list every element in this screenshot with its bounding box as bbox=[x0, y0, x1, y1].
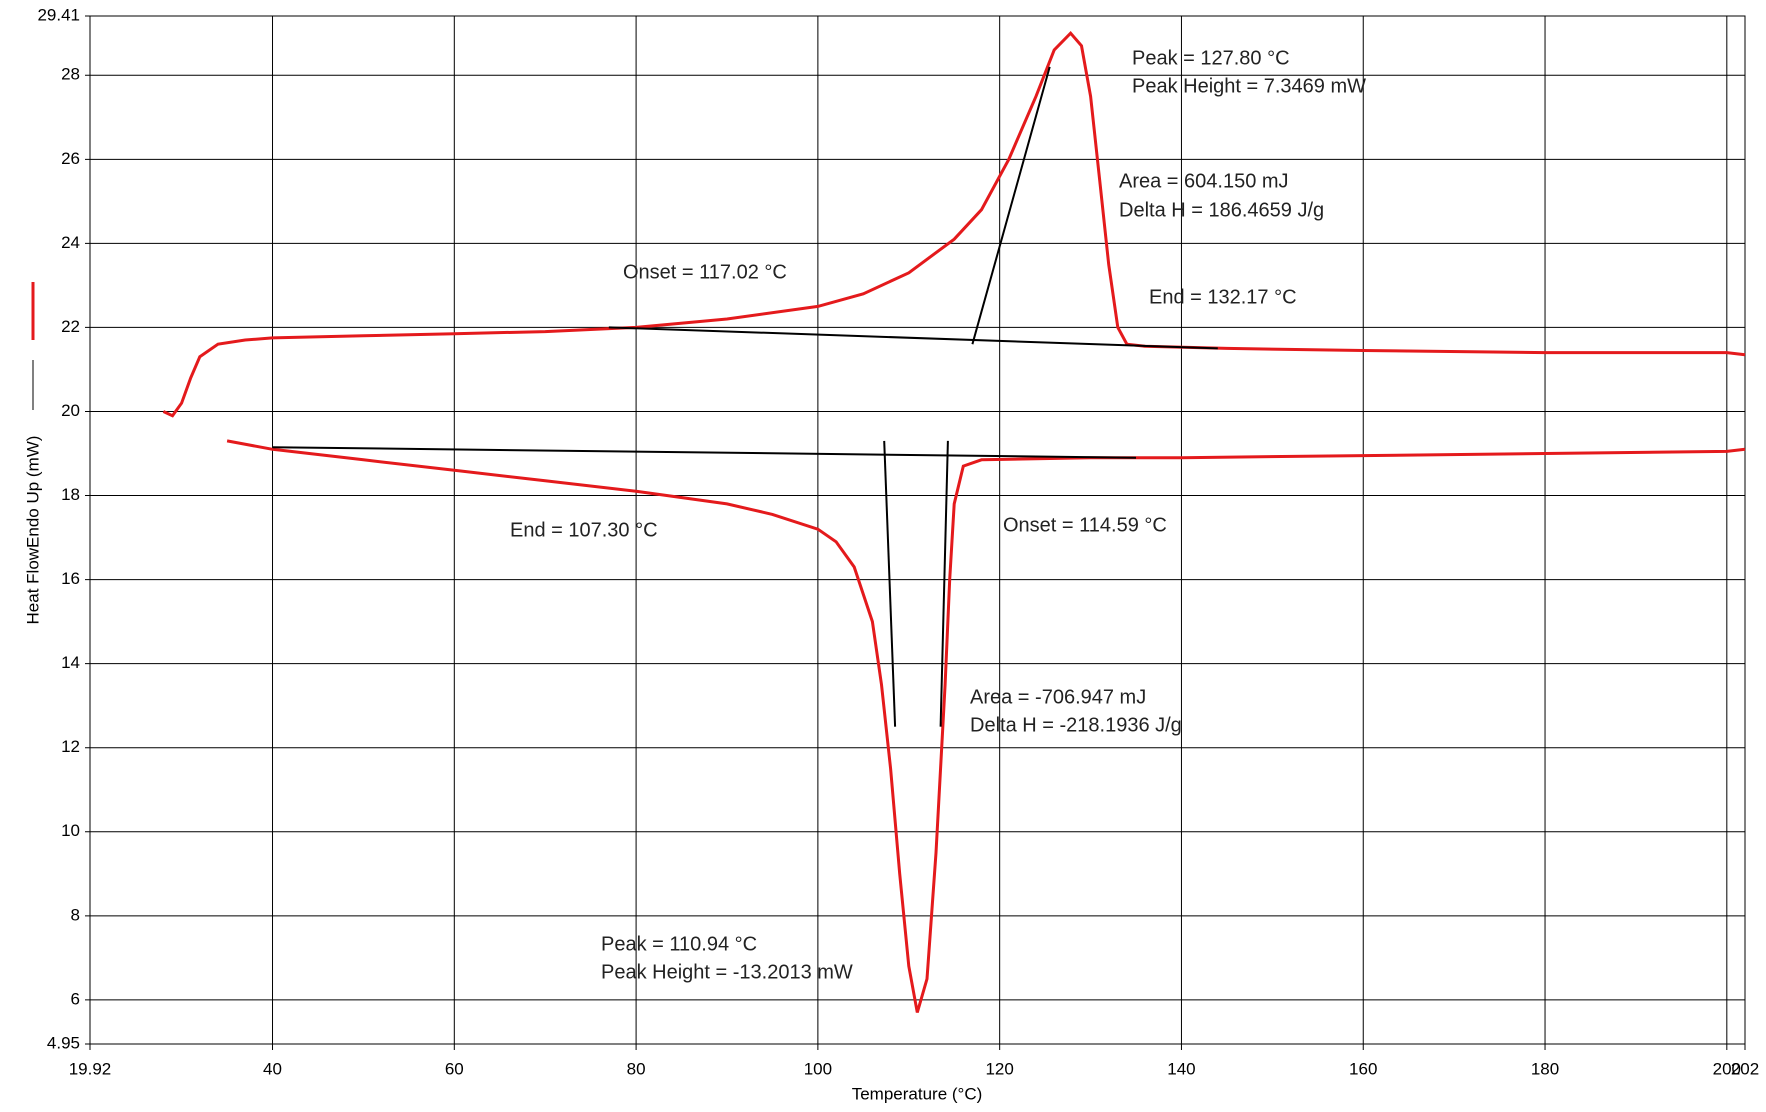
annotation: Delta H = -218.1936 J/g bbox=[970, 714, 1182, 736]
x-tick-label: 19.92 bbox=[69, 1059, 112, 1078]
annotation: End = 107.30 °C bbox=[510, 519, 658, 541]
y-tick-label: 10 bbox=[61, 821, 80, 840]
series-line bbox=[883, 440, 897, 727]
x-tick-label: 100 bbox=[804, 1059, 832, 1078]
annotation: Onset = 114.59 °C bbox=[1003, 514, 1167, 536]
series-line bbox=[608, 326, 1218, 350]
annotation: End = 132.17 °C bbox=[1149, 286, 1297, 308]
y-tick-label: 6 bbox=[71, 989, 80, 1008]
annotation: Delta H = 186.4659 J/g bbox=[1119, 199, 1324, 221]
annotation: Area = 604.150 mJ bbox=[1119, 170, 1289, 192]
x-tick-label: 180 bbox=[1531, 1059, 1559, 1078]
series-line bbox=[971, 66, 1051, 345]
x-tick-label: 60 bbox=[445, 1059, 464, 1078]
x-tick-label: 202 bbox=[1731, 1059, 1759, 1078]
y-tick-label: 14 bbox=[61, 653, 80, 672]
x-tick-label: 200 bbox=[1713, 1059, 1741, 1078]
annotation: Area = -706.947 mJ bbox=[970, 686, 1146, 708]
x-tick-label: 120 bbox=[985, 1059, 1013, 1078]
annotation: Onset = 117.02 °C bbox=[623, 261, 787, 283]
y-tick-label: 22 bbox=[61, 317, 80, 336]
x-axis-label: Temperature (°C) bbox=[852, 1084, 983, 1103]
x-tick-label: 140 bbox=[1167, 1059, 1195, 1078]
y-tick-label: 16 bbox=[61, 569, 80, 588]
series-line bbox=[939, 440, 949, 727]
x-tick-label: 160 bbox=[1349, 1059, 1377, 1078]
x-tick-label: 40 bbox=[263, 1059, 282, 1078]
y-tick-label: 28 bbox=[61, 65, 80, 84]
annotation: Peak Height = 7.3469 mW bbox=[1132, 75, 1366, 97]
y-tick-label: 20 bbox=[61, 401, 80, 420]
y-axis-label: Heat FlowEndo Up (mW) bbox=[23, 436, 42, 625]
annotation: Peak = 110.94 °C bbox=[601, 933, 757, 955]
series-line bbox=[162, 30, 1746, 418]
plot-border bbox=[89, 15, 1746, 1045]
x-tick-label: 80 bbox=[627, 1059, 646, 1078]
y-tick-label: 26 bbox=[61, 149, 80, 168]
y-tick-label: 18 bbox=[61, 485, 80, 504]
annotation: Peak = 127.80 °C bbox=[1132, 47, 1290, 69]
annotation: Peak Height = -13.2013 mW bbox=[601, 961, 853, 983]
series-line bbox=[272, 446, 1137, 459]
y-tick-label: 4.95 bbox=[47, 1033, 80, 1052]
y-tick-label: 8 bbox=[71, 905, 80, 924]
y-tick-label: 29.41 bbox=[37, 5, 80, 24]
y-tick-label: 24 bbox=[61, 233, 80, 252]
y-tick-label: 12 bbox=[61, 737, 80, 756]
